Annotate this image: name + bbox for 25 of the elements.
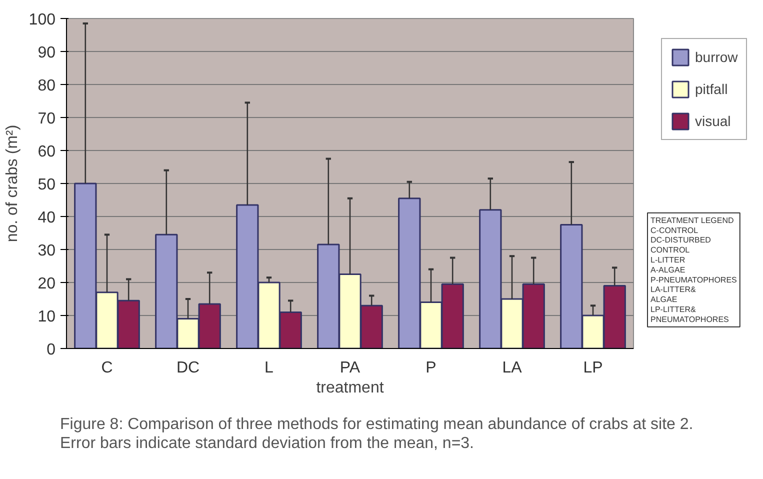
y-tick-label: 100	[28, 12, 56, 28]
y-tick-label: 0	[46, 342, 56, 358]
y-tick-label: 50	[38, 176, 56, 194]
legend-label: visual	[695, 113, 731, 129]
y-tick-label: 30	[38, 242, 56, 260]
x-tick-label: LA	[502, 360, 522, 376]
legend-label: pitfall	[695, 81, 728, 97]
caption: Figure 8: Comparison of three methods for estimating mean abundance of crabs at site 2. Error bars indicate standard deviation from the mean, n=3.	[60, 415, 694, 454]
y-tick-label: 80	[38, 78, 56, 94]
legend-label: burrow	[695, 49, 738, 65]
y-tick-label: 10	[38, 308, 56, 326]
x-tick-label: P	[426, 360, 436, 376]
x-tick-label: LP	[583, 360, 603, 376]
x-tick-label: C	[101, 360, 113, 376]
y-tick-label: 40	[38, 210, 56, 226]
x-tick-label: PA	[340, 360, 360, 376]
y-axis-title: no. of crabs (m²)	[4, 124, 21, 242]
x-tick-label: DC	[176, 360, 200, 376]
x-axis-title: treatment	[316, 380, 384, 396]
text: TREATMENT LEGEND C-CONTROL DC-DISTURBED CONTROL L-LITTER A-ALGAE P-PNEUMATOPHORES LA-LITTER& ALGAE LP-LITTER& PNEUMATOPHORES	[650, 216, 737, 324]
y-tick-label: 60	[38, 144, 56, 160]
y-tick-label: 70	[38, 110, 56, 128]
y-tick-label: 20	[38, 276, 56, 292]
y-tick-label: 90	[38, 44, 56, 62]
x-tick-label: L	[264, 360, 274, 376]
